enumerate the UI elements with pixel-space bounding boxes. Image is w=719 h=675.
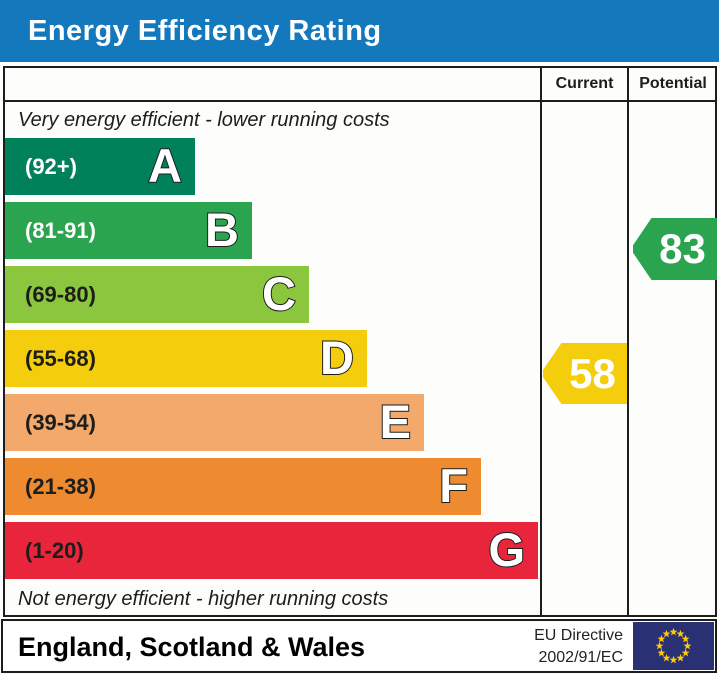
top-note: Very energy efficient - lower running co…: [18, 109, 390, 131]
potential-rating-value: 83: [659, 225, 706, 272]
band-b: (81-91) B: [5, 202, 252, 259]
band-range-label: (21-38): [25, 474, 96, 499]
band-a: (92+) A: [5, 138, 195, 195]
potential-column-divider: [627, 66, 629, 617]
footer-region-label: England, Scotland & Wales: [18, 632, 366, 662]
current-column-header: Current: [555, 75, 614, 92]
bottom-note: Not energy efficient - higher running co…: [18, 588, 389, 610]
band-letter: A: [147, 138, 183, 193]
band-g: (1-20) G: [5, 522, 538, 579]
current-column-divider: [540, 66, 542, 617]
band-d: (55-68) D: [5, 330, 367, 387]
band-range-label: (69-80): [25, 282, 96, 307]
band-range-label: (55-68): [25, 346, 96, 371]
band-e: (39-54) E: [5, 394, 424, 451]
band-range-label: (92+): [25, 154, 77, 179]
band-letter: C: [261, 266, 297, 321]
eu-directive-line2: 2002/91/EC: [538, 649, 623, 666]
current-rating-arrow: 58: [543, 343, 627, 404]
band-letter: G: [487, 522, 526, 577]
band-c: (69-80) C: [5, 266, 309, 323]
header-divider-line: [3, 100, 717, 102]
band-f: (21-38) F: [5, 458, 481, 515]
page-title: Energy Efficiency Rating: [28, 15, 382, 47]
title-bar: Energy Efficiency Rating: [0, 0, 719, 62]
band-range-label: (1-20): [25, 538, 84, 563]
potential-column-header: Potential: [639, 75, 707, 92]
eu-directive-label: EU Directive 2002/91/EC: [534, 625, 623, 669]
band-letter: D: [319, 330, 355, 385]
footer: England, Scotland & Wales EU Directive 2…: [1, 619, 717, 673]
potential-rating-arrow: 83: [633, 218, 717, 280]
eu-directive-line1: EU Directive: [534, 627, 623, 644]
current-rating-value: 58: [569, 349, 616, 397]
eu-flag-icon: [633, 622, 714, 675]
band-letter: B: [204, 202, 240, 257]
band-letter: E: [379, 394, 412, 449]
band-letter: F: [438, 458, 469, 513]
band-range-label: (39-54): [25, 410, 96, 435]
band-range-label: (81-91): [25, 218, 96, 243]
